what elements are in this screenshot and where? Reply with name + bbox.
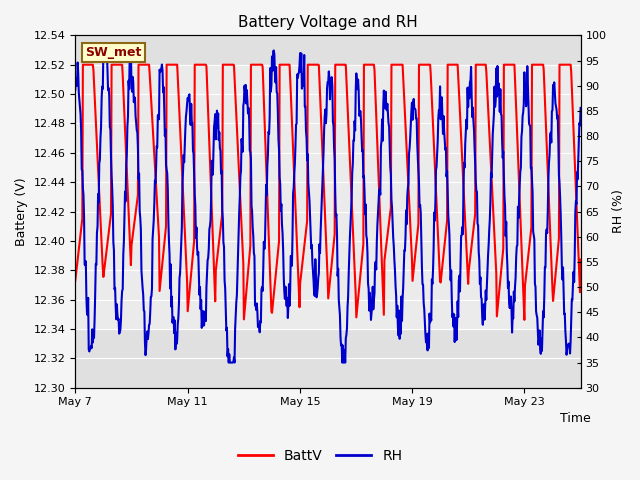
Y-axis label: Battery (V): Battery (V) (15, 177, 28, 246)
Text: SW_met: SW_met (85, 46, 141, 59)
Y-axis label: RH (%): RH (%) (612, 190, 625, 233)
X-axis label: Time: Time (560, 412, 591, 425)
Legend: BattV, RH: BattV, RH (232, 443, 408, 468)
Bar (76, 65, 580, 329)
Title: Battery Voltage and RH: Battery Voltage and RH (238, 15, 418, 30)
